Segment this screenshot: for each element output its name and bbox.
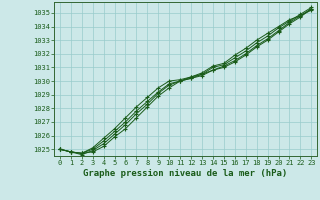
X-axis label: Graphe pression niveau de la mer (hPa): Graphe pression niveau de la mer (hPa) (84, 169, 288, 178)
